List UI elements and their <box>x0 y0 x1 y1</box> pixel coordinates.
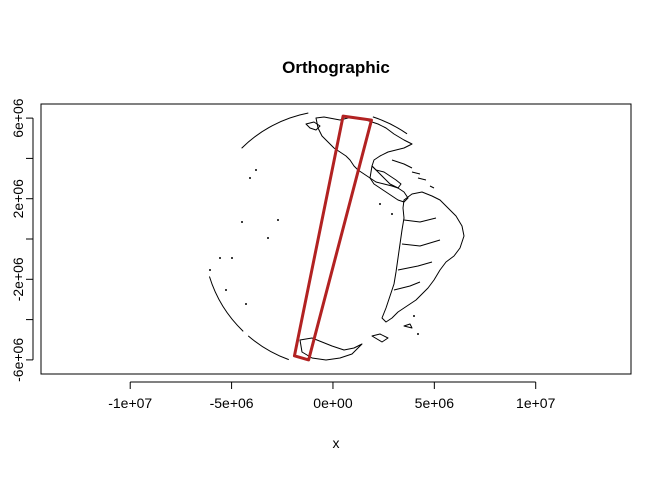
x-tick-label: 0e+00 <box>313 395 353 411</box>
x-axis-label: x <box>333 435 340 451</box>
island-dot <box>267 237 269 239</box>
island-dot <box>413 315 415 317</box>
island-dot <box>241 221 243 223</box>
x-tick-label: -5e+06 <box>210 395 254 411</box>
y-tick-label: -6e+06 <box>10 338 26 382</box>
caribbean-islands <box>391 159 435 189</box>
island-dot <box>379 203 381 205</box>
south-america-inner-borders <box>393 217 441 291</box>
globe-limb-northeast-arc <box>372 116 408 135</box>
island-dot <box>277 219 279 221</box>
coastlines <box>209 116 465 361</box>
island-dot <box>209 269 211 271</box>
island-dot <box>231 257 233 259</box>
island-dot <box>249 177 251 179</box>
globe-limb-southwest-arc <box>247 335 289 361</box>
x-tick-label: -1e+07 <box>108 395 152 411</box>
y-tick-label: 2e+06 <box>10 179 26 219</box>
x-axis: -1e+07 -5e+06 0e+00 5e+06 1e+07 <box>108 381 556 411</box>
y-tick-label: -2e+06 <box>10 257 26 301</box>
y-axis: -6e+06 -2e+06 2e+06 6e+06 <box>10 98 34 382</box>
highlight-region-polygon <box>292 114 373 362</box>
central-america-coast <box>369 165 409 203</box>
island-dot <box>245 303 247 305</box>
island-dot <box>255 169 257 171</box>
x-tick-label: 5e+06 <box>415 395 455 411</box>
south-america-coast <box>381 191 465 323</box>
globe-limb-north-arc <box>241 112 309 149</box>
island-dot <box>225 289 227 291</box>
globe-layer <box>208 112 408 361</box>
globe-limb-west-arc <box>208 276 244 332</box>
plot-box <box>40 103 632 375</box>
south-georgia <box>403 323 413 329</box>
x-tick-label: 1e+07 <box>516 395 556 411</box>
alaska-fragment <box>305 121 321 131</box>
island-dot <box>391 213 393 215</box>
north-america-coast <box>315 116 413 189</box>
island-dot <box>219 257 221 259</box>
y-tick-label: 6e+06 <box>10 98 26 138</box>
highlight-layer <box>292 114 373 362</box>
antarctic-peninsula-coast <box>299 337 363 361</box>
chart-title: Orthographic <box>282 58 390 77</box>
tierra-del-fuego <box>371 333 389 343</box>
island-dot <box>417 333 419 335</box>
